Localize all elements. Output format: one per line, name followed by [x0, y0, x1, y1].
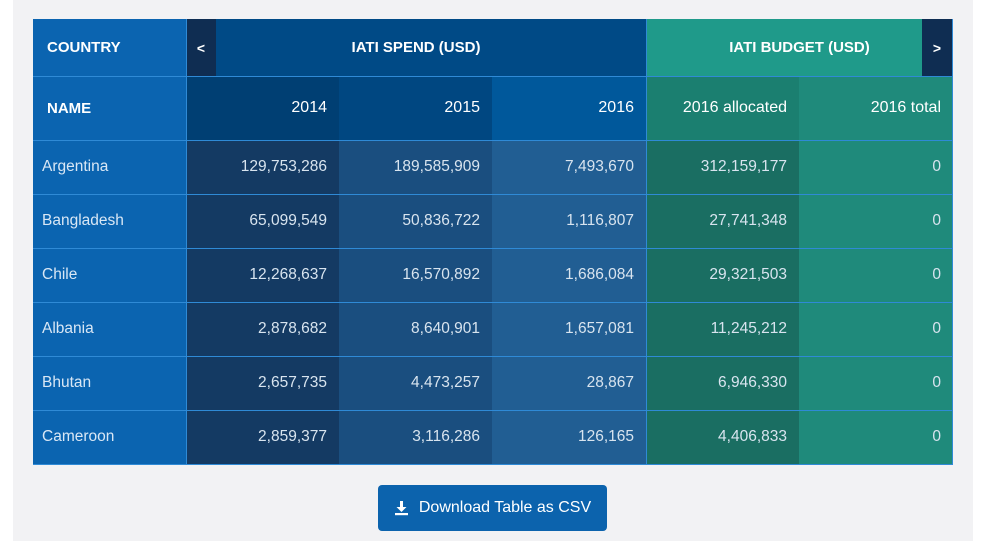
spend-2016-cell: 28,867: [492, 356, 646, 410]
budget-total-cell: 0: [799, 410, 953, 464]
column-header-name[interactable]: NAME: [33, 76, 186, 140]
spend-2014-cell: 12,268,637: [186, 248, 339, 302]
spend-2016-cell: 1,116,807: [492, 194, 646, 248]
spend-2014-cell: 2,657,735: [186, 356, 339, 410]
column-divider: [952, 19, 953, 465]
column-divider: [186, 19, 187, 465]
spend-2015-cell: 50,836,722: [339, 194, 492, 248]
budget-total-cell: 0: [799, 248, 953, 302]
budget-total-cell: 0: [799, 194, 953, 248]
spend-2016-cell: 7,493,670: [492, 140, 646, 194]
spend-2015-cell: 189,585,909: [339, 140, 492, 194]
column-header-2015[interactable]: 2015: [339, 76, 492, 140]
country-cell: Argentina: [33, 140, 186, 194]
budget-allocated-cell: 29,321,503: [646, 248, 799, 302]
row-divider: [33, 302, 953, 303]
row-divider: [33, 410, 953, 411]
budget-total-cell: 0: [799, 140, 953, 194]
spend-2014-cell: 2,878,682: [186, 302, 339, 356]
budget-allocated-cell: 11,245,212: [646, 302, 799, 356]
spend-2014-cell: 2,859,377: [186, 410, 339, 464]
previous-columns-button[interactable]: <: [186, 19, 216, 76]
spend-2015-cell: 4,473,257: [339, 356, 492, 410]
spend-2015-cell: 16,570,892: [339, 248, 492, 302]
spend-group-header: IATI SPEND (USD): [186, 19, 646, 76]
table-row: Albania 2,878,682 8,640,901 1,657,081 11…: [33, 302, 953, 356]
country-cell: Chile: [33, 248, 186, 302]
row-divider: [33, 194, 953, 195]
budget-total-cell: 0: [799, 356, 953, 410]
column-divider: [646, 19, 647, 465]
country-group-header: COUNTRY: [33, 19, 186, 76]
next-columns-button[interactable]: >: [922, 19, 952, 76]
row-divider: [33, 464, 953, 465]
row-divider: [33, 248, 953, 249]
download-icon: [394, 500, 409, 516]
spend-2015-cell: 8,640,901: [339, 302, 492, 356]
budget-allocated-cell: 312,159,177: [646, 140, 799, 194]
spend-2014-cell: 129,753,286: [186, 140, 339, 194]
spend-2016-cell: 126,165: [492, 410, 646, 464]
column-header-2016-allocated[interactable]: 2016 allocated: [646, 76, 799, 140]
budget-allocated-cell: 4,406,833: [646, 410, 799, 464]
column-header-2016[interactable]: 2016: [492, 76, 646, 140]
row-divider: [33, 356, 953, 357]
spend-2015-cell: 3,116,286: [339, 410, 492, 464]
country-cell: Cameroon: [33, 410, 186, 464]
table-row: Bhutan 2,657,735 4,473,257 28,867 6,946,…: [33, 356, 953, 410]
country-cell: Bangladesh: [33, 194, 186, 248]
table-row: Argentina 129,753,286 189,585,909 7,493,…: [33, 140, 953, 194]
column-header-2014[interactable]: 2014: [186, 76, 339, 140]
country-cell: Albania: [33, 302, 186, 356]
budget-allocated-cell: 6,946,330: [646, 356, 799, 410]
table-row: Cameroon 2,859,377 3,116,286 126,165 4,4…: [33, 410, 953, 464]
download-csv-button[interactable]: Download Table as CSV: [378, 485, 607, 531]
budget-group-header: IATI BUDGET (USD): [646, 19, 953, 76]
table-row: Bangladesh 65,099,549 50,836,722 1,116,8…: [33, 194, 953, 248]
country-cell: Bhutan: [33, 356, 186, 410]
budget-total-cell: 0: [799, 302, 953, 356]
column-header-2016-total[interactable]: 2016 total: [799, 76, 953, 140]
row-divider: [33, 140, 953, 141]
spend-2014-cell: 65,099,549: [186, 194, 339, 248]
row-divider: [33, 76, 953, 77]
spend-2016-cell: 1,657,081: [492, 302, 646, 356]
spend-2016-cell: 1,686,084: [492, 248, 646, 302]
data-table: COUNTRY IATI SPEND (USD) IATI BUDGET (US…: [33, 19, 953, 465]
budget-allocated-cell: 27,741,348: [646, 194, 799, 248]
table-row: Chile 12,268,637 16,570,892 1,686,084 29…: [33, 248, 953, 302]
download-label: Download Table as CSV: [418, 499, 592, 516]
